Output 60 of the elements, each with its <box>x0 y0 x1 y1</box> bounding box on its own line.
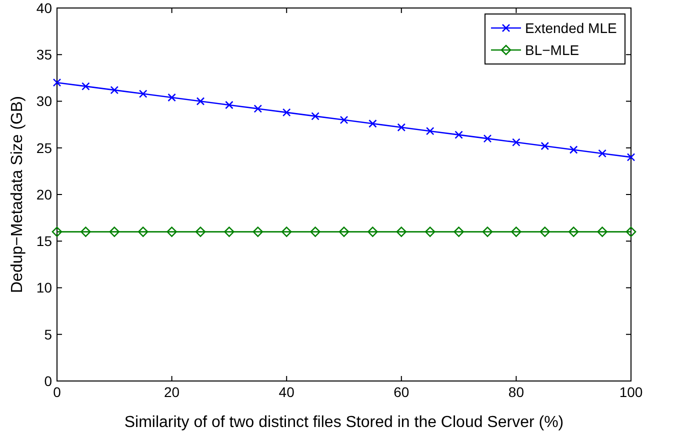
point <box>110 86 119 94</box>
point <box>225 100 234 110</box>
legend-label: Extended MLE <box>525 20 617 36</box>
point <box>540 142 550 150</box>
point <box>540 226 550 237</box>
point <box>82 82 90 90</box>
point <box>426 126 434 136</box>
point <box>482 226 493 237</box>
y-tick-label: 0 <box>44 372 52 389</box>
point <box>338 226 350 237</box>
point <box>511 226 522 237</box>
point <box>109 226 120 237</box>
y-tick-label: 10 <box>36 280 52 296</box>
point <box>569 146 578 154</box>
point <box>626 153 636 162</box>
y-axis-title: Dedup−Metadata Size (GB) <box>9 96 26 293</box>
point <box>311 112 320 120</box>
point <box>281 226 292 237</box>
y-tick-label: 40 <box>36 0 52 16</box>
point <box>166 226 177 237</box>
point <box>52 78 62 87</box>
point <box>224 226 234 237</box>
point <box>397 123 406 132</box>
point <box>368 226 378 237</box>
point <box>254 104 262 113</box>
legend-label: BL−MLE <box>525 42 580 58</box>
y-tick-label: 30 <box>36 93 52 110</box>
point <box>138 226 148 237</box>
x-tick-label: 80 <box>508 384 524 400</box>
point <box>52 226 62 237</box>
point <box>138 90 148 98</box>
point <box>454 226 464 237</box>
y-tick-label: 5 <box>44 326 52 342</box>
point <box>196 97 205 106</box>
point <box>368 119 377 128</box>
x-tick-label: 100 <box>619 384 643 400</box>
point <box>168 93 176 102</box>
x-tick-label: 20 <box>164 384 180 400</box>
point <box>252 226 264 237</box>
y-tick-label: 15 <box>36 233 52 250</box>
point <box>80 226 91 237</box>
point <box>454 130 463 139</box>
point <box>512 138 520 146</box>
point <box>282 108 291 117</box>
point <box>597 226 608 237</box>
point <box>626 226 636 237</box>
x-tick-label: 60 <box>394 384 410 400</box>
y-tick-label: 25 <box>36 140 52 156</box>
point <box>396 226 407 237</box>
point <box>424 226 436 237</box>
x-axis-title: Similarity of of two distinct files Stored in the Cloud Server (%) <box>124 414 564 431</box>
point <box>340 116 348 124</box>
y-tick-label: 35 <box>36 46 52 63</box>
point <box>568 226 579 237</box>
point <box>310 226 320 237</box>
point <box>598 149 606 158</box>
y-tick-label: 20 <box>36 186 52 202</box>
point <box>483 134 492 143</box>
x-tick-label: 40 <box>278 384 295 400</box>
point <box>195 226 206 237</box>
